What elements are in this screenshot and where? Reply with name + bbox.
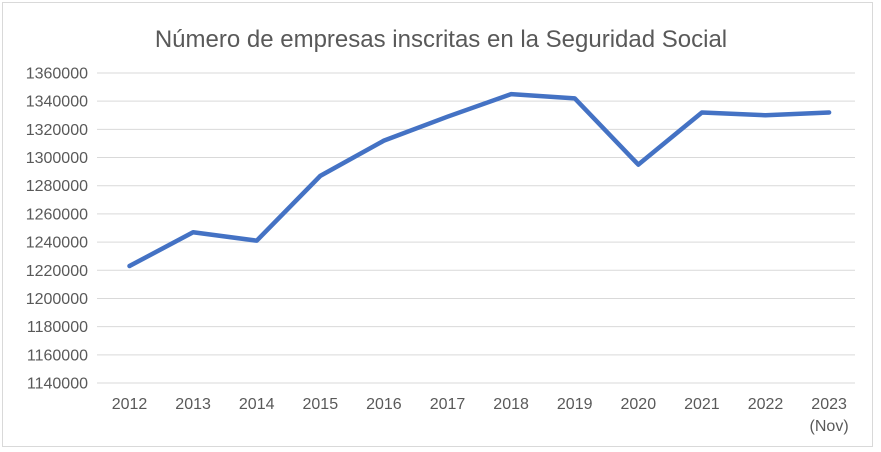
x-axis: 2012 2013 2014 2015 2016 2017 2018 2019 2020 2021… [112,396,849,435]
x-axis-tick-label: 2020 [621,396,657,413]
chart-title: Número de empresas inscritas en la Segur… [155,26,727,53]
y-axis-tick-label: 1340000 [26,94,88,111]
x-axis-tick-label: 2023 [811,396,847,413]
y-axis-tick-label: 1300000 [26,150,88,167]
y-axis-tick-label: 1140000 [27,376,88,393]
chart-border [2,2,873,447]
x-axis-tick-label: 2015 [303,396,339,413]
y-axis-tick-label: 1200000 [26,291,88,308]
y-axis-tick-label: 1220000 [26,263,88,280]
x-axis-tick-label: 2012 [112,396,148,413]
y-axis-tick-label: 1180000 [27,319,88,336]
x-axis-tick-label: 2021 [684,396,720,413]
data-series-line [127,91,832,269]
y-axis-tick-label: 1320000 [26,122,88,139]
x-axis-tick-label: 2017 [430,396,466,413]
x-axis-tick-label: 2018 [493,396,529,413]
x-axis-tick-label: 2016 [366,396,402,413]
series-group [127,91,832,269]
x-axis-tick-label: 2022 [748,396,784,413]
x-axis-tick-label: 2019 [557,396,593,413]
y-axis-tick-label: 1240000 [26,235,88,252]
x-axis-tick-label: 2013 [175,396,211,413]
y-axis-tick-label: 1360000 [26,66,88,83]
y-axis-tick-label: 1160000 [27,347,88,364]
y-axis-tick-label: 1260000 [26,206,88,223]
y-axis: 1360000 1340000 1320000 1300000 1280000 12600… [26,66,88,393]
x-axis-tick-label: 2014 [239,396,275,413]
gridlines-group [97,72,855,384]
x-axis-tick-label: (Nov) [810,418,849,435]
y-axis-tick-label: 1280000 [26,178,88,195]
